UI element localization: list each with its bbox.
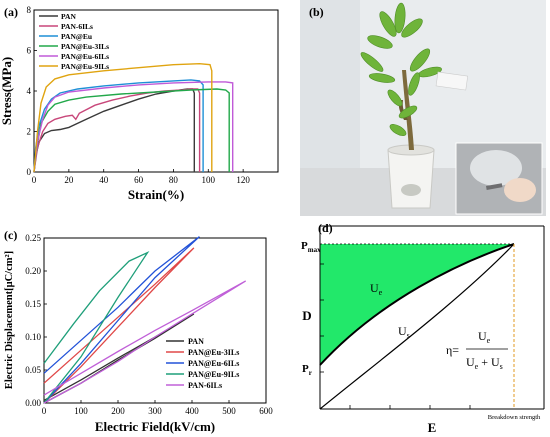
x-tick-label: 600 (259, 406, 273, 416)
x-tick-label: 300 (148, 406, 162, 416)
legend-label: PAN@Eu-6ILs (61, 52, 109, 61)
y-tick-label: 0.15 (25, 299, 41, 309)
panel-c-legend: PAN PAN@Eu-3ILs PAN@Eu-6ILs PAN@Eu-9ILs PAN-… (166, 337, 239, 390)
y-tick-label: 6 (27, 46, 32, 56)
legend-label: PAN@Eu-9ILs (61, 62, 109, 71)
x-tick-label: 0 (42, 406, 47, 416)
breakdown-strength-label: Breakdown strength (488, 414, 541, 421)
plant-leaves (360, 2, 442, 136)
legend-label: PAN (188, 337, 204, 346)
y-tick-label: 0 (27, 167, 32, 177)
recoverable-energy-region (320, 244, 514, 365)
panel-a-x-axis-label: Strain(%) (128, 187, 184, 202)
charge-curve (319, 243, 515, 410)
panel-c-hysteresis-chart: (c) 0 100 200 300 400 500 6000.000.050.100.150… (4, 228, 273, 434)
pr-label: Pr (302, 363, 312, 377)
y-tick-label: 0.05 (25, 365, 41, 375)
panel-a-y-axis-label: Stress(MPa) (0, 57, 14, 125)
legend-label: PAN@Eu-9ILs (188, 370, 239, 379)
panel-c-axis-ticks: 0 100 200 300 400 500 600 0.00 0.05 0.10 0.15 0.20 0… (25, 233, 273, 416)
panel-d-x-axis-label: E (428, 420, 437, 435)
panel-a-label: (a) (4, 5, 18, 19)
panel-c-x-axis-label: Electric Field(kV/cm) (95, 419, 215, 434)
panel-d-y-axis-label: D (302, 308, 311, 323)
series-line-pan-eu-9ils (33, 62, 213, 173)
series-line-pan-eu (33, 79, 204, 173)
panel-d-ticks (320, 263, 471, 409)
legend-label: PAN-6ILs (61, 22, 93, 31)
y-tick-label: 2 (27, 127, 32, 137)
equation-denominator: Ue + Us (466, 355, 503, 371)
series-line-pan-eu-6ils (33, 81, 234, 173)
loop-pan-6ils (43, 280, 247, 404)
panel-d-energy-schematic: (d) Pmax Pr D E Breakdown strength Ue Us… (301, 221, 545, 435)
x-tick-label: 80 (169, 175, 179, 185)
legend-label: PAN@Eu-3ILs (61, 42, 109, 51)
loop-pan-eu-3ils (43, 247, 195, 404)
y-tick-label: 4 (27, 86, 32, 96)
y-tick-label: 0.25 (25, 233, 41, 243)
legend-label: PAN@Eu-6ILs (188, 359, 239, 368)
y-tick-label: 8 (27, 5, 32, 15)
legend-label: PAN@Eu (61, 32, 92, 41)
plant-pot (387, 149, 435, 209)
y-tick-label: 0.20 (25, 266, 41, 276)
discharge-curve (319, 243, 515, 366)
panel-a-axis-ticks: 0 20 40 60 80 100 120 0 2 4 6 8 (27, 5, 251, 185)
x-tick-label: 20 (64, 175, 74, 185)
equation-numerator: Ue (478, 329, 491, 345)
panel-b-label: (b) (309, 5, 324, 19)
x-tick-label: 0 (32, 175, 37, 185)
panel-a-series-lines (33, 62, 234, 173)
panel-b-photo: (b) (300, 0, 546, 216)
us-region-label: Us (398, 324, 410, 340)
legend-label: PAN-6ILs (188, 381, 222, 390)
efficiency-equation: η= Ue Ue + Us (446, 329, 508, 371)
x-tick-label: 40 (99, 175, 109, 185)
x-tick-label: 100 (202, 175, 216, 185)
panel-a-legend: PANPAN-6ILsPAN@EuPAN@Eu-3ILsPAN@Eu-6ILsP… (39, 12, 109, 71)
x-tick-label: 400 (185, 406, 199, 416)
y-tick-label: 0.10 (25, 332, 41, 342)
loop-pan-eu-6ils (43, 236, 200, 404)
pmax-label: Pmax (301, 240, 321, 254)
panel-c-y-axis-label: Electric Displacement[μC/cm²] (4, 251, 15, 389)
y-tick-label: 0.00 (25, 398, 41, 408)
panel-c-series-loops (43, 236, 247, 404)
x-tick-label: 100 (74, 406, 88, 416)
loop-pan-eu-9ils (43, 250, 150, 404)
x-tick-label: 500 (222, 406, 236, 416)
legend-label: PAN@Eu-3ILs (188, 348, 239, 357)
series-line-pan (33, 88, 195, 173)
panel-c-label: (c) (4, 228, 17, 242)
legend-label: PAN (61, 12, 76, 21)
series-line-pan-6ils (33, 88, 201, 173)
x-tick-label: 120 (236, 175, 250, 185)
film-sample (435, 71, 469, 91)
x-tick-label: 200 (111, 406, 125, 416)
inset-hand (504, 178, 536, 202)
panel-d-label: (d) (318, 221, 333, 235)
x-tick-label: 60 (134, 175, 144, 185)
eta-symbol: η= (446, 343, 459, 357)
